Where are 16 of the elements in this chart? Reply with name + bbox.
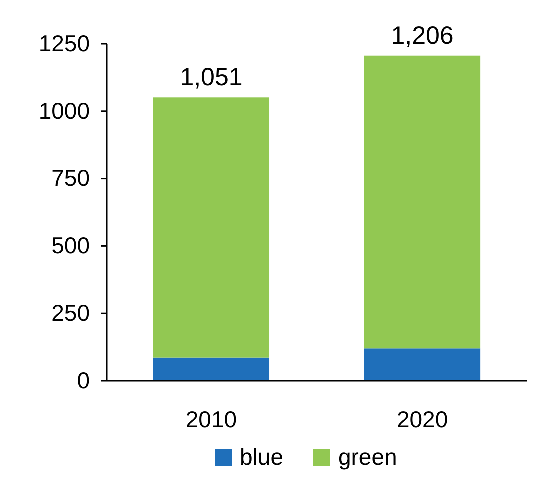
bar xyxy=(364,56,481,349)
bar xyxy=(153,358,270,381)
bar xyxy=(364,348,481,381)
legend-label: green xyxy=(338,444,398,470)
total-label: 1,051 xyxy=(180,64,243,92)
y-tick-label: 250 xyxy=(52,300,90,326)
y-tick-label: 0 xyxy=(77,367,90,394)
x-tick-label: 2020 xyxy=(396,406,448,433)
y-tick-label: 1000 xyxy=(38,98,90,124)
y-tick-label: 750 xyxy=(52,165,90,192)
bar xyxy=(153,98,270,358)
y-tick-label: 1250 xyxy=(38,30,90,56)
legend-label: blue xyxy=(240,444,284,470)
total-label: 1,206 xyxy=(391,22,454,50)
x-tick-label: 2010 xyxy=(186,406,238,433)
y-tick-label: 500 xyxy=(52,232,90,259)
